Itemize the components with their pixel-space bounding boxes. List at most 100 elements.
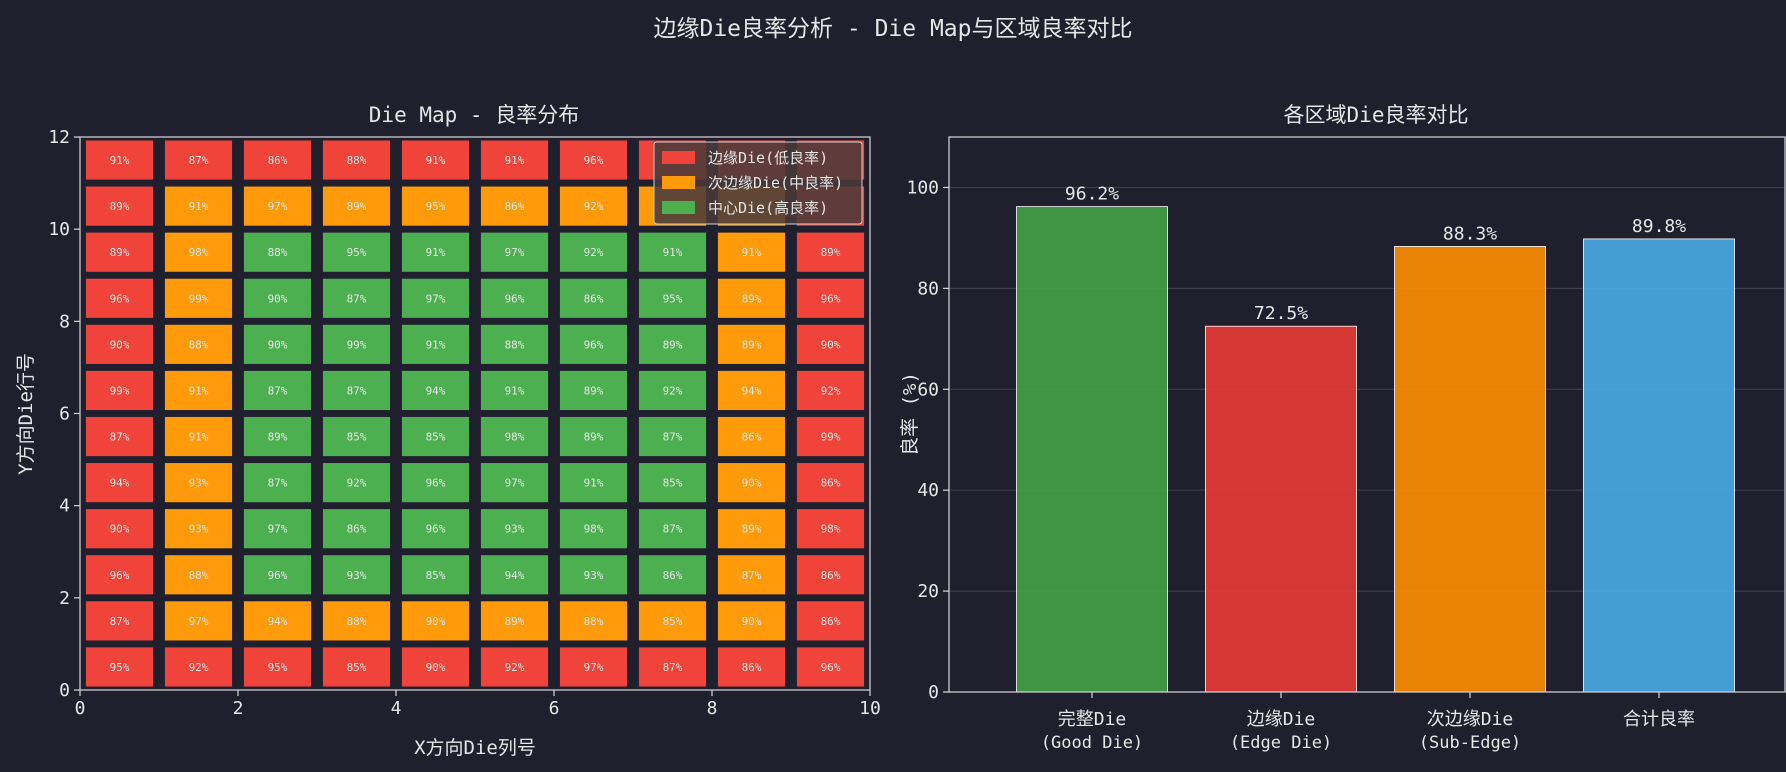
die-cell [717, 278, 786, 318]
die-cell-label: 87% [742, 569, 762, 582]
die-cell [796, 416, 865, 457]
die-cell [164, 186, 233, 226]
bar-chart-title: 各区域Die良率对比 [1284, 103, 1469, 127]
die-cell-label: 87% [110, 615, 130, 628]
die-cell [796, 509, 865, 549]
figure-title: 边缘Die良率分析 - Die Map与区域良率对比 [653, 16, 1132, 42]
die-map-legend: 边缘Die(低良率) 次边缘Die(中良率) 中心Die(高良率) [653, 141, 863, 225]
die-cell [401, 186, 470, 226]
die-cell [796, 555, 865, 595]
die-cell [638, 232, 707, 272]
bar [1583, 238, 1735, 693]
die-cell-label: 85% [426, 431, 446, 444]
die-cell-label: 87% [189, 154, 209, 167]
die-cell-label: 87% [663, 661, 683, 674]
die-cell-label: 99% [189, 292, 209, 305]
die-cell [480, 370, 549, 411]
x-tick-label: 合计良率 [1623, 709, 1695, 730]
die-cell-label: 85% [426, 569, 446, 582]
x-tick-label: 边缘Die [1247, 709, 1316, 730]
die-cell [717, 555, 786, 595]
die-cell [559, 324, 628, 364]
die-cell [401, 601, 470, 641]
x-tick-label: 10 [859, 698, 881, 719]
die-cell-label: 98% [505, 431, 525, 444]
die-cell-label: 89% [268, 431, 288, 444]
die-cell-label: 96% [821, 292, 841, 305]
die-cell-label: 96% [268, 569, 288, 582]
die-cell-label: 91% [663, 246, 683, 259]
die-cell-label: 89% [821, 246, 841, 259]
die-cell-label: 89% [110, 200, 130, 213]
y-tick-label: 4 [59, 496, 70, 517]
die-cell [717, 232, 786, 272]
die-cell-label: 98% [821, 523, 841, 536]
die-cell [638, 647, 707, 687]
die-cell [164, 463, 233, 503]
die-cell [243, 601, 312, 641]
die-cell [559, 509, 628, 549]
die-cell-label: 96% [110, 292, 130, 305]
die-cell [164, 140, 233, 180]
y-tick-label: 8 [59, 311, 70, 332]
die-cell-label: 86% [663, 569, 683, 582]
die-cell [85, 370, 154, 411]
die-cell-label: 97% [505, 246, 525, 259]
die-cell [164, 601, 233, 641]
x-tick-label: 2 [233, 698, 244, 719]
die-map-title: Die Map - 良率分布 [369, 103, 579, 127]
y-tick-label: 6 [59, 404, 70, 425]
die-cell [796, 370, 865, 411]
die-cell-label: 91% [584, 477, 604, 490]
bar-chart-y-ticks: 0 20 40 60 80 100 [906, 177, 949, 703]
die-cell-label: 95% [426, 200, 446, 213]
die-cell-label: 90% [426, 661, 446, 674]
bar-chart-bars: 96.2% 72.5% 88.3% 89.8% [1016, 184, 1735, 693]
die-cell [322, 647, 391, 687]
die-cell [243, 416, 312, 457]
die-cell-label: 85% [663, 615, 683, 628]
die-cell [243, 278, 312, 318]
die-cell [243, 555, 312, 595]
die-cell-label: 90% [742, 477, 762, 490]
die-cell [243, 324, 312, 364]
die-cell [164, 232, 233, 272]
y-tick-label: 60 [917, 379, 939, 400]
y-tick-label: 2 [59, 588, 70, 609]
die-cell [243, 232, 312, 272]
y-tick-label: 0 [928, 682, 939, 703]
die-cell [717, 647, 786, 687]
die-cell [480, 278, 549, 318]
die-cell-label: 89% [584, 431, 604, 444]
die-cell [559, 463, 628, 503]
legend-entry-label: 次边缘Die(中良率) [708, 174, 843, 192]
die-cell-label: 92% [584, 246, 604, 259]
die-cell [559, 370, 628, 411]
die-cell [480, 647, 549, 687]
die-cell [243, 463, 312, 503]
die-cell-label: 89% [742, 523, 762, 536]
legend-entry-label: 边缘Die(低良率) [708, 149, 828, 167]
die-cell-label: 90% [426, 615, 446, 628]
legend-swatch [662, 201, 695, 214]
die-cell-label: 94% [505, 569, 525, 582]
die-cell [638, 278, 707, 318]
die-cell [717, 370, 786, 411]
y-tick-label: 20 [917, 581, 939, 602]
legend-swatch [662, 176, 695, 189]
bar [1205, 325, 1357, 693]
die-cell-label: 93% [189, 477, 209, 490]
die-cell [164, 416, 233, 457]
die-cell [322, 278, 391, 318]
die-cell [164, 509, 233, 549]
die-cell [322, 370, 391, 411]
die-cell [480, 186, 549, 226]
die-cell [243, 186, 312, 226]
die-cell [559, 416, 628, 457]
die-cell-label: 90% [110, 338, 130, 351]
x-tick-label: 8 [707, 698, 718, 719]
die-cell [559, 232, 628, 272]
die-cell [717, 463, 786, 503]
die-cell-label: 96% [426, 523, 446, 536]
die-cell-label: 95% [663, 292, 683, 305]
